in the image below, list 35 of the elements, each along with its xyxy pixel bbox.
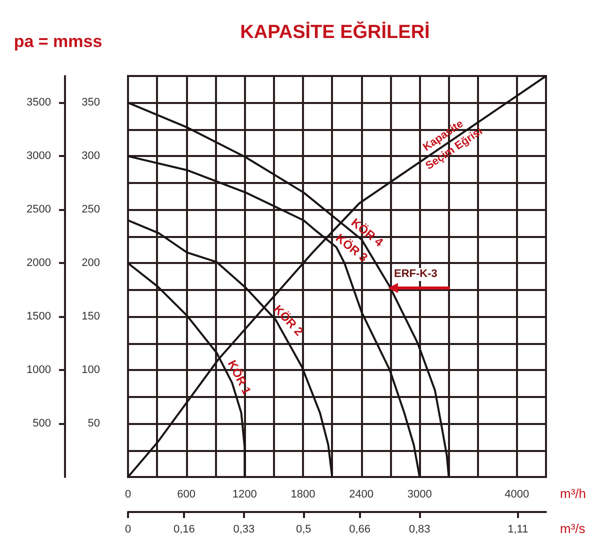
text: KÖR 1 xyxy=(224,358,254,398)
y2-tick-label: 1000 xyxy=(26,364,51,376)
line-series xyxy=(127,75,547,478)
y-tick-label: 350 xyxy=(82,96,100,109)
y-tick-label: 200 xyxy=(82,257,100,270)
x-tick-label: 1200 xyxy=(232,488,257,500)
x-tick-label: 3000 xyxy=(407,488,432,500)
x-tick-label: 600 xyxy=(177,488,196,500)
x2-tick-label: 0,83 xyxy=(408,524,430,536)
x2-tick-label: 0,16 xyxy=(173,524,195,536)
y2-tick-label: 3000 xyxy=(26,150,51,162)
x-tick-label: 2400 xyxy=(349,488,374,500)
y-tick-label: 250 xyxy=(82,204,100,216)
y-tick-label: 100 xyxy=(82,364,100,376)
x-tick-label: 4000 xyxy=(504,488,530,500)
x2-tick-label: 0,33 xyxy=(233,524,255,536)
y2-tick-label: 3500 xyxy=(26,96,51,109)
y2-axis-title: pa = mmss xyxy=(14,32,102,51)
x2-tick-label: 1,11 xyxy=(508,524,528,536)
y2-tick-label: 2500 xyxy=(26,204,51,216)
x2-axis-title: m³/s xyxy=(560,521,586,536)
y-tick-label: 300 xyxy=(82,150,100,162)
annotation: ERF-K-3 xyxy=(392,268,440,281)
y2-tick-label: 500 xyxy=(32,418,51,430)
y2-tick-label: 2000 xyxy=(26,257,51,270)
x2-tick-label: 0,66 xyxy=(349,524,371,536)
x-tick-label: 0 xyxy=(124,488,132,500)
x-tick-label: 1800 xyxy=(290,488,316,500)
y2-tick-label: 1500 xyxy=(26,310,51,323)
y-tick-label: 150 xyxy=(82,310,100,323)
x-axis-title: m³/h xyxy=(560,486,586,501)
y-tick-label: 50 xyxy=(88,418,100,430)
x2-tick-label: 0 xyxy=(124,524,132,536)
chart-title: KAPASİTE EĞRİLERİ xyxy=(240,21,430,43)
x2-tick-label: 0,5 xyxy=(296,524,312,536)
